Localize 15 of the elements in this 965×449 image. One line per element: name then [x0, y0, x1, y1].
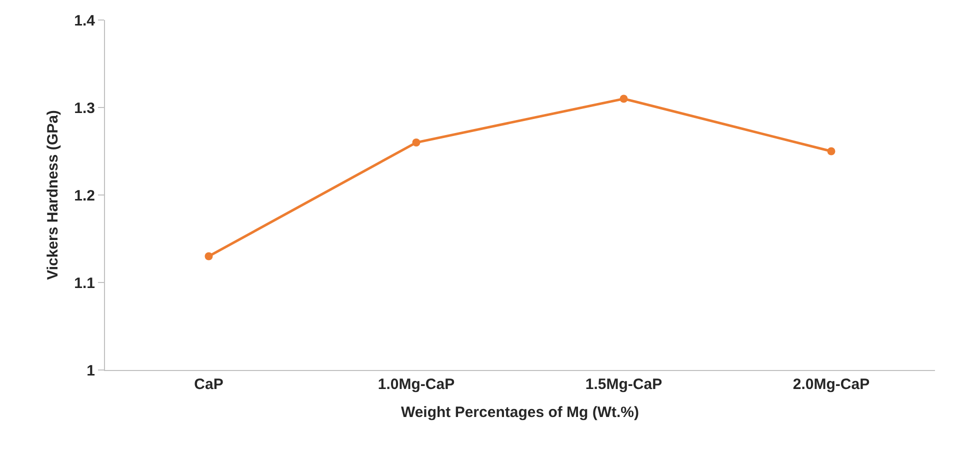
x-tick-label: 1.0Mg-CaP	[378, 376, 455, 393]
y-tick-label: 1.1	[74, 274, 95, 292]
point	[412, 138, 420, 146]
point	[204, 252, 213, 260]
y-tick-label: 1.2	[74, 187, 95, 204]
point	[827, 147, 836, 156]
y-axis-title: Vickers Hardness (GPa)	[44, 110, 62, 280]
x-tick-label: CaP	[194, 376, 224, 393]
point	[620, 94, 628, 103]
y-tick-label: 1.4	[74, 12, 96, 30]
x-tick-label: 2.0Mg-CaP	[792, 376, 870, 393]
x-axis-title: Weight Percentages of Mg (Wt.%)	[400, 404, 640, 421]
y-tick-label: 1	[86, 362, 95, 380]
x-tick-label: 1.5Mg-CaP	[585, 376, 662, 393]
y-tick-label: 1.3	[74, 100, 95, 117]
